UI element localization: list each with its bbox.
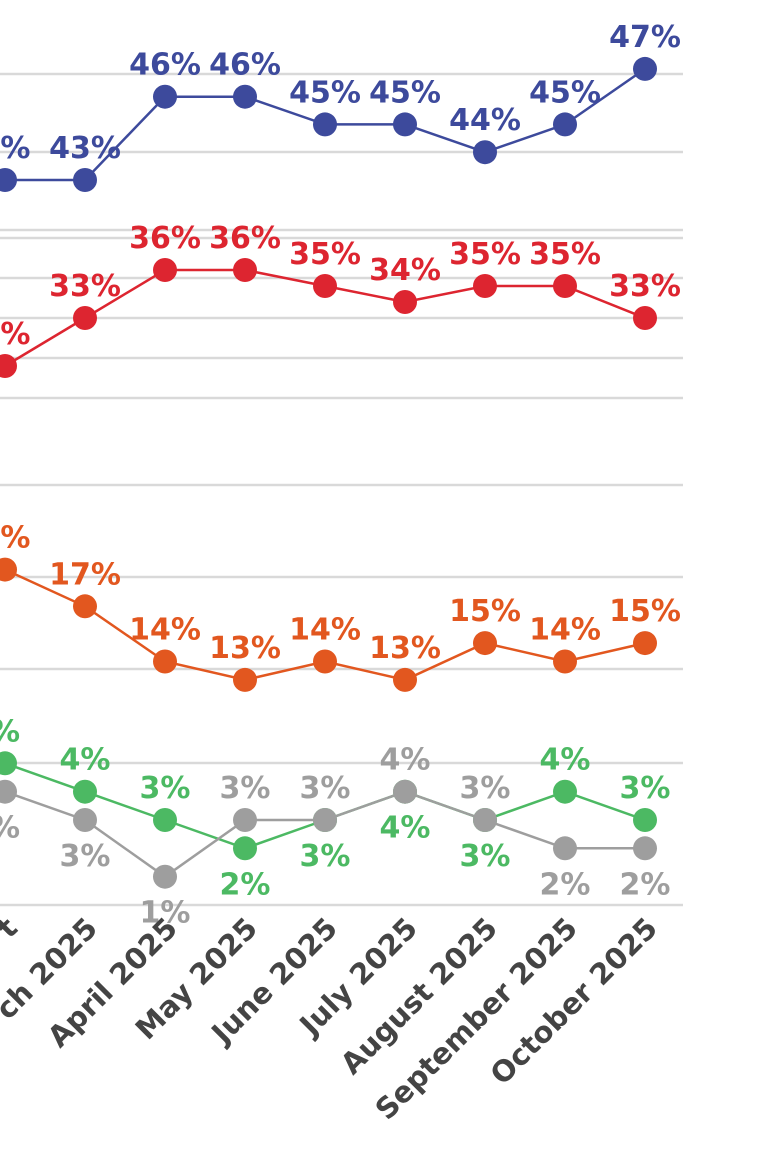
series-4-label-8: 3% (620, 771, 671, 806)
series-1-point-5 (393, 112, 417, 137)
series-5-label-6: 3% (460, 771, 511, 806)
series-3-label-5: 13% (369, 631, 441, 666)
series-2-label-6: 35% (449, 237, 521, 272)
series-1-label-4: 45% (289, 75, 361, 110)
series-5-point-3 (233, 808, 257, 832)
series-5-point-1 (73, 808, 97, 832)
series-1-point-4 (313, 112, 337, 137)
series-5-label-0: % (0, 811, 20, 846)
series-5-label-4: 3% (300, 771, 351, 806)
series-3-point-0 (0, 557, 17, 582)
series-1-point-6 (473, 140, 497, 165)
series-lines (0, 56, 657, 889)
series-1-label-8: 47% (609, 20, 681, 55)
series-4-point-3 (233, 836, 257, 861)
series-5-point-2 (153, 864, 177, 889)
series-4-point-0 (0, 751, 17, 776)
series-5-point-6 (473, 808, 497, 832)
series-2-point-7 (553, 274, 577, 298)
series-3-point-8 (633, 631, 657, 656)
series-4-label-5: 4% (380, 811, 431, 846)
series-3-label-6: 15% (449, 594, 521, 629)
series-1-label-1: 43% (49, 131, 121, 166)
series-5-label-5: 4% (380, 743, 431, 778)
series-1-point-1 (73, 168, 97, 192)
series-2-label-1: 33% (49, 269, 121, 304)
series-4-label-1: 4% (60, 743, 111, 778)
series-5-label-3: 3% (220, 771, 271, 806)
series-2-point-6 (473, 274, 497, 298)
series-1-point-7 (553, 112, 577, 137)
series-5-point-4 (313, 808, 337, 832)
series-4-label-7: 4% (540, 743, 591, 778)
series-2-label-2: 36% (129, 221, 201, 256)
series-1-label-7: 45% (529, 75, 601, 110)
series-2-point-1 (73, 306, 97, 330)
series-4-point-1 (73, 779, 97, 804)
series-5-point-0 (0, 779, 17, 804)
series-3-label-7: 14% (529, 613, 601, 648)
series-2-point-4 (313, 274, 337, 298)
series-3-point-1 (73, 594, 97, 619)
series-5-label-1: 3% (60, 839, 111, 874)
series-2-point-3 (233, 258, 257, 282)
series-5-point-5 (393, 779, 417, 804)
series-5-label-2: 1% (140, 896, 191, 931)
series-5-point-7 (553, 836, 577, 861)
series-5-label-8: 2% (620, 867, 671, 902)
gridlines (0, 72, 683, 907)
series-4-point-7 (553, 779, 577, 804)
data-labels: 3%43%46%46%45%45%44%45%47%0%33%36%36%35%… (0, 20, 681, 931)
series-1-point-2 (153, 84, 177, 109)
series-3-label-4: 14% (289, 613, 361, 648)
series-4-label-2: 3% (140, 771, 191, 806)
series-3-label-1: 17% (49, 557, 121, 592)
series-3-point-4 (313, 649, 337, 674)
series-3-label-3: 13% (209, 631, 281, 666)
series-2-label-8: 33% (609, 269, 681, 304)
series-4-label-4: 3% (300, 839, 351, 874)
series-2-label-4: 35% (289, 237, 361, 272)
series-2-point-5 (393, 290, 417, 314)
series-3-point-6 (473, 631, 497, 656)
series-4-label-3: 2% (220, 867, 271, 902)
series-1-label-0: 3% (0, 131, 30, 166)
series-4-point-8 (633, 808, 657, 832)
series-5-point-8 (633, 836, 657, 861)
series-1-label-6: 44% (449, 103, 521, 138)
x-tick-label-0: t (0, 911, 24, 945)
series-3-point-3 (233, 667, 257, 692)
series-3-label-2: 14% (129, 613, 201, 648)
series-1-label-2: 46% (129, 48, 201, 83)
series-3-point-5 (393, 667, 417, 692)
series-1-point-8 (633, 56, 657, 81)
series-1-point-3 (233, 84, 257, 109)
series-2-label-3: 36% (209, 221, 281, 256)
series-3-point-7 (553, 649, 577, 674)
series-1-point-0 (0, 168, 17, 192)
series-4-label-0: % (0, 714, 20, 749)
series-3-label-0: 9% (0, 521, 30, 556)
series-1-label-5: 45% (369, 75, 441, 110)
series-1-label-3: 46% (209, 48, 281, 83)
series-3-label-8: 15% (609, 594, 681, 629)
series-4-label-6: 3% (460, 839, 511, 874)
series-2-point-2 (153, 258, 177, 282)
series-2-label-7: 35% (529, 237, 601, 272)
series-2-label-0: 0% (0, 317, 30, 352)
series-3-point-2 (153, 649, 177, 674)
series-5-label-7: 2% (540, 867, 591, 902)
series-2-point-0 (0, 354, 17, 378)
series-4-point-2 (153, 808, 177, 832)
series-2-label-5: 34% (369, 253, 441, 288)
series-2-point-8 (633, 306, 657, 330)
